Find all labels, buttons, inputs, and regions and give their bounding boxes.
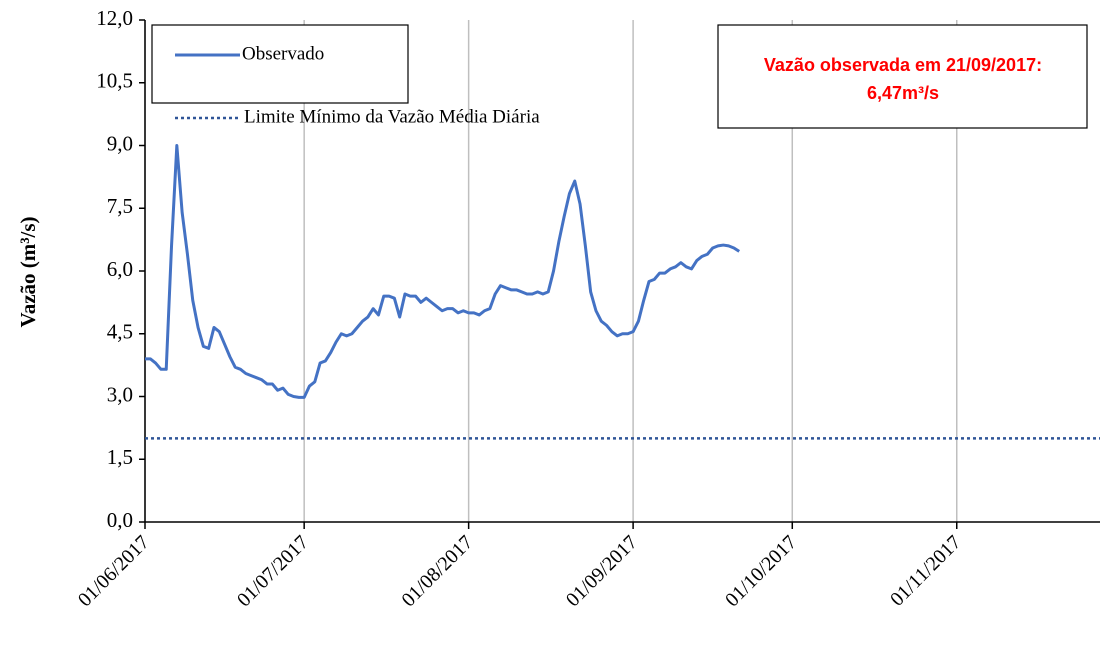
legend-box — [151, 24, 409, 104]
y-tick-label: 3,0 — [107, 382, 133, 406]
x-tick-label: 01/07/2017 — [233, 531, 313, 611]
x-tick-label: 01/11/2017 — [886, 531, 965, 610]
y-tick-label: 4,5 — [107, 320, 133, 344]
y-tick-label: 7,5 — [107, 194, 133, 218]
data-line — [145, 144, 741, 399]
legend-label: Limite Mínimo da Vazão Média Diária — [244, 106, 540, 127]
x-tick-label: 01/10/2017 — [721, 531, 801, 611]
annotation: 6,47m³/s — [867, 83, 939, 103]
annotation: Vazão observada em 21/09/2017: — [764, 55, 1042, 75]
y-tick-label: 10,5 — [96, 69, 133, 93]
legend-label: Observado — [242, 43, 324, 64]
annotation-box — [717, 24, 1088, 129]
y-tick-label: 6,0 — [107, 257, 133, 281]
x-tick-label: 01/09/2017 — [562, 531, 642, 611]
y-tick-label: 0,0 — [107, 508, 133, 532]
y-tick-label: 1,5 — [107, 445, 133, 469]
x-tick-label: 01/08/2017 — [397, 531, 477, 611]
y-tick-label: 12,0 — [96, 6, 133, 30]
x-tick-label: 01/06/2017 — [74, 531, 154, 611]
y-axis-label: Vazão (m³/s) — [16, 216, 40, 327]
y-tick-label: 9,0 — [107, 131, 133, 155]
